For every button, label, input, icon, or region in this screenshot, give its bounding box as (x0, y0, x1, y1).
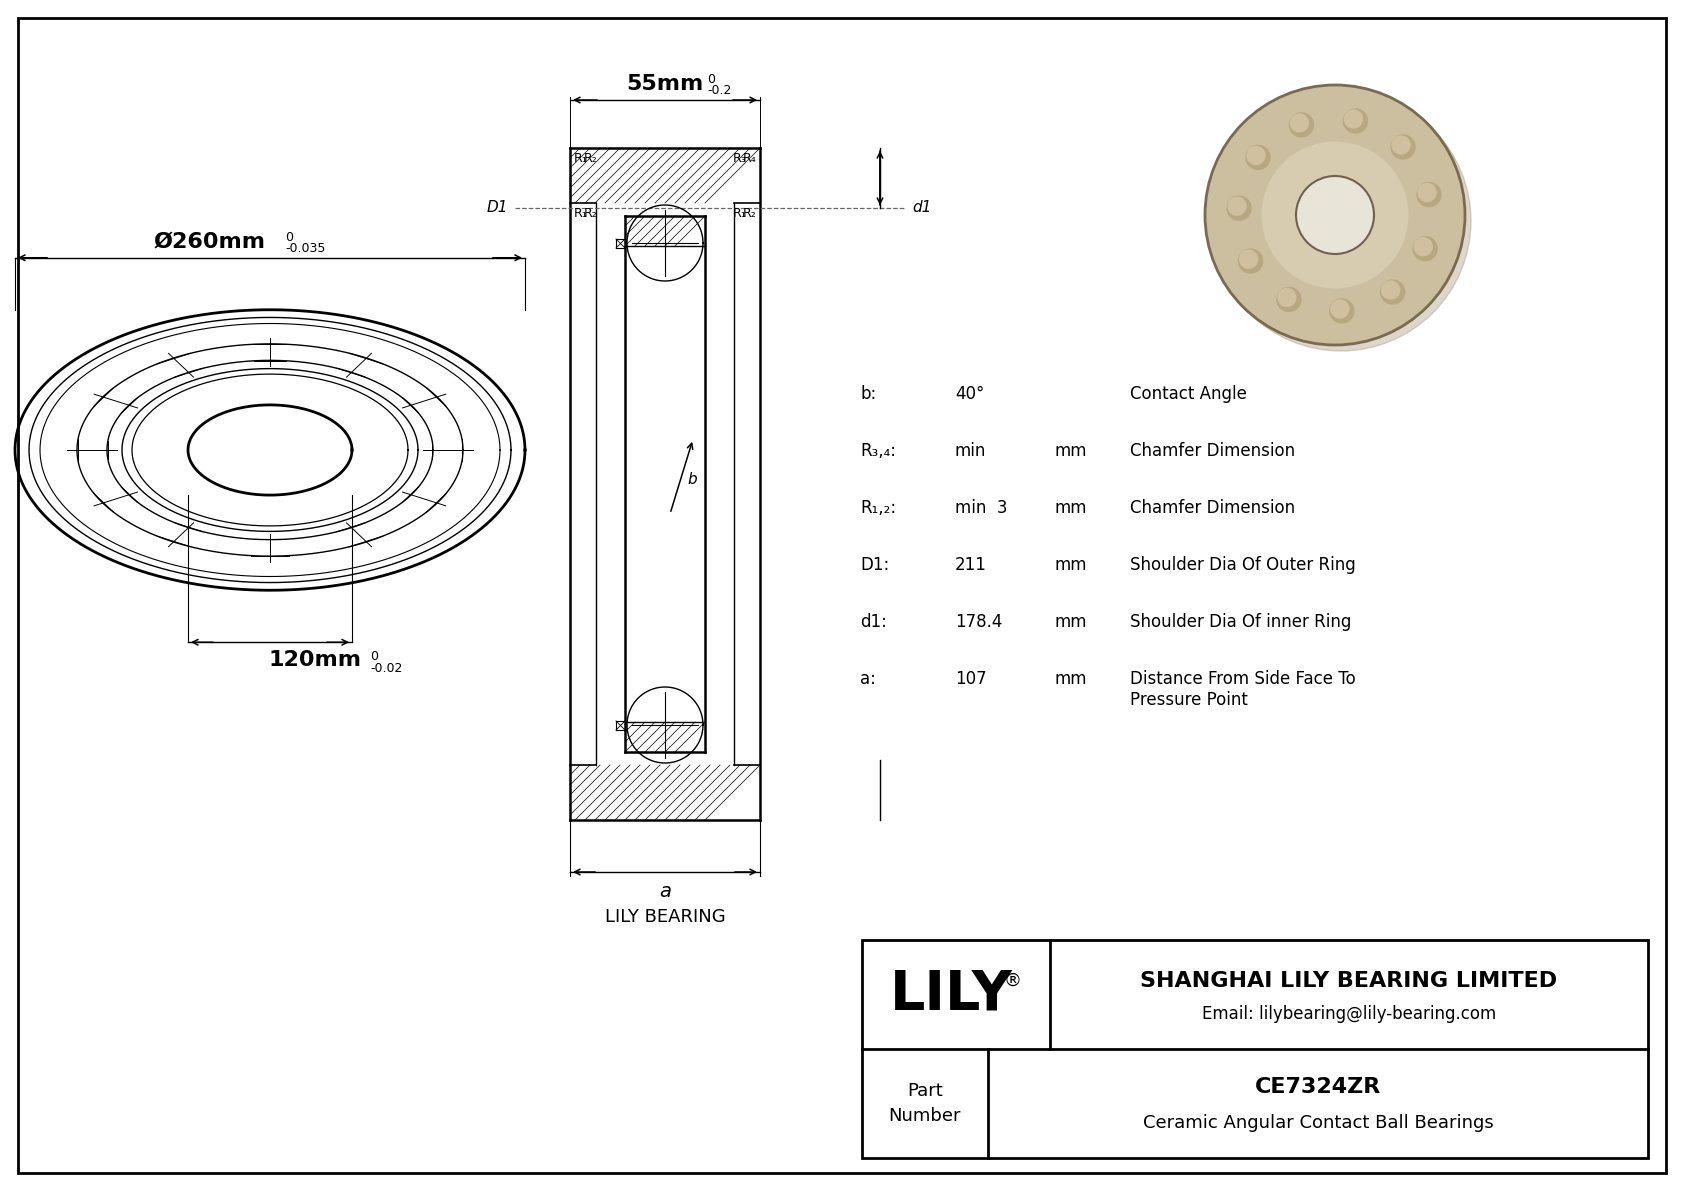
Text: D1: D1 (487, 200, 509, 216)
Circle shape (1391, 135, 1415, 158)
Circle shape (1239, 250, 1258, 268)
Text: a:: a: (861, 671, 876, 688)
Bar (862, 940, 1649, 1158)
Text: Email: lilybearing@lily-bearing.com: Email: lilybearing@lily-bearing.com (1202, 1005, 1495, 1023)
Text: a: a (658, 883, 670, 902)
Text: b:: b: (861, 385, 876, 403)
Text: R₄: R₄ (743, 152, 756, 166)
Circle shape (1381, 281, 1399, 299)
Circle shape (1228, 197, 1251, 220)
Text: LILY: LILY (889, 967, 1012, 1022)
Text: min: min (955, 442, 987, 460)
Circle shape (1330, 300, 1349, 318)
Text: D1:: D1: (861, 556, 889, 574)
Text: R₂: R₂ (743, 207, 756, 220)
Circle shape (1246, 145, 1270, 169)
Text: R₂: R₂ (584, 207, 598, 220)
Text: R₁: R₁ (574, 207, 588, 220)
Circle shape (1276, 287, 1302, 311)
Text: Ceramic Angular Contact Ball Bearings: Ceramic Angular Contact Ball Bearings (1143, 1114, 1494, 1133)
Circle shape (1297, 176, 1374, 254)
Text: Contact Angle: Contact Angle (1130, 385, 1246, 403)
Text: Ø260mm: Ø260mm (153, 232, 266, 251)
Circle shape (1206, 85, 1465, 345)
Circle shape (1228, 198, 1246, 216)
Text: R₂: R₂ (584, 152, 598, 166)
Circle shape (1290, 114, 1308, 132)
Text: d1: d1 (913, 200, 931, 216)
Text: 40°: 40° (955, 385, 985, 403)
Circle shape (1344, 110, 1362, 127)
Text: Chamfer Dimension: Chamfer Dimension (1130, 499, 1295, 517)
Text: -0.02: -0.02 (370, 662, 402, 675)
Text: -0.035: -0.035 (285, 242, 325, 255)
Text: R₁: R₁ (733, 207, 746, 220)
Text: CE7324ZR: CE7324ZR (1255, 1077, 1381, 1097)
Text: ®: ® (1004, 972, 1022, 990)
Text: 178.4: 178.4 (955, 613, 1002, 631)
Circle shape (1211, 91, 1472, 351)
Text: R₃: R₃ (733, 152, 746, 166)
Circle shape (1290, 113, 1314, 137)
Text: mm: mm (1054, 671, 1088, 688)
Text: Part
Number: Part Number (889, 1081, 962, 1125)
Circle shape (1413, 237, 1436, 261)
Text: 120mm: 120mm (268, 650, 362, 671)
Text: -0.2: -0.2 (707, 85, 731, 96)
Text: Chamfer Dimension: Chamfer Dimension (1130, 442, 1295, 460)
Text: R₁,₂:: R₁,₂: (861, 499, 896, 517)
Circle shape (1344, 110, 1367, 133)
Text: d1:: d1: (861, 613, 887, 631)
Text: Shoulder Dia Of inner Ring: Shoulder Dia Of inner Ring (1130, 613, 1351, 631)
Text: mm: mm (1054, 442, 1088, 460)
Text: LILY BEARING: LILY BEARING (605, 908, 726, 925)
Text: Distance From Side Face To
Pressure Point: Distance From Side Face To Pressure Poin… (1130, 671, 1356, 709)
Circle shape (1381, 280, 1404, 304)
Text: R₁: R₁ (574, 152, 588, 166)
Text: 0: 0 (707, 73, 716, 86)
Circle shape (1415, 238, 1431, 256)
Text: mm: mm (1054, 556, 1088, 574)
Circle shape (1238, 249, 1263, 273)
Text: 55mm: 55mm (626, 74, 704, 94)
Circle shape (1263, 142, 1408, 288)
Text: SHANGHAI LILY BEARING LIMITED: SHANGHAI LILY BEARING LIMITED (1140, 972, 1558, 991)
Circle shape (1416, 182, 1442, 206)
Text: R₃,₄:: R₃,₄: (861, 442, 896, 460)
Text: 0: 0 (285, 231, 293, 244)
Text: 0: 0 (370, 650, 377, 663)
Circle shape (1330, 299, 1354, 323)
Circle shape (1418, 183, 1436, 201)
Text: b: b (687, 472, 697, 486)
Circle shape (1278, 288, 1297, 306)
Text: mm: mm (1054, 499, 1088, 517)
Text: 211: 211 (955, 556, 987, 574)
Circle shape (1393, 136, 1410, 154)
Text: 107: 107 (955, 671, 987, 688)
Circle shape (1246, 146, 1265, 164)
Text: min  3: min 3 (955, 499, 1007, 517)
Text: Shoulder Dia Of Outer Ring: Shoulder Dia Of Outer Ring (1130, 556, 1356, 574)
Text: mm: mm (1054, 613, 1088, 631)
